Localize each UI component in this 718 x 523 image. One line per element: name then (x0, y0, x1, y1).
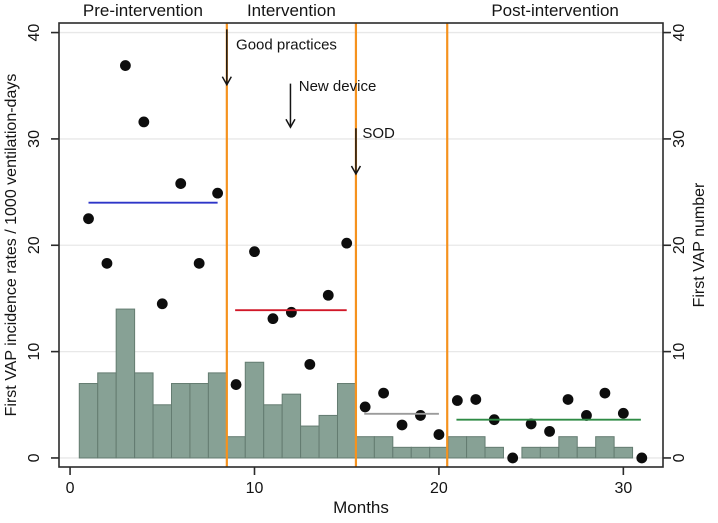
bar-month-2 (97, 372, 117, 459)
annotation-label: SOD (362, 125, 395, 142)
bar-month-6 (171, 383, 191, 459)
dot-month-21 (451, 395, 463, 406)
section-titles: Pre-intervention Intervention Post-interve… (83, 1, 619, 20)
dot-month-13 (304, 358, 316, 370)
bar-month-23 (484, 446, 504, 459)
bar-month-3 (115, 308, 136, 459)
annotation-arrowhead-icon (350, 165, 362, 176)
dot-month-4 (138, 116, 150, 128)
annotation-good-practices: Good practices (221, 29, 337, 87)
bar-month-8 (207, 372, 228, 459)
bar-month-26 (539, 446, 560, 459)
annotation-arrowhead-icon (285, 118, 296, 129)
y-left-tick-label-40: 40 (26, 24, 43, 42)
dot-month-17 (378, 387, 389, 399)
dot-month-24 (507, 452, 519, 464)
dot-month-16 (359, 401, 371, 413)
y-axis-title-right: First VAP number (691, 182, 708, 307)
bar-month-7 (189, 383, 209, 459)
y-left-tick-label-10: 10 (26, 343, 43, 361)
dot-month-15 (341, 237, 353, 249)
annotation-label: New device (299, 78, 377, 95)
y-right-tick-label-30: 30 (671, 130, 688, 148)
y-left-tick-label-20: 20 (26, 236, 43, 254)
bar-month-14 (318, 414, 338, 459)
x-tick-label-30: 30 (614, 480, 632, 497)
dot-month-25 (525, 418, 537, 430)
phase-dividers (225, 23, 449, 467)
dot-month-10 (249, 246, 260, 258)
dot-month-19 (415, 410, 426, 421)
bar-month-12 (281, 393, 302, 459)
bar-month-21 (447, 436, 468, 459)
dot-month-7 (193, 257, 205, 269)
bar-month-28 (576, 446, 597, 459)
bar-month-9 (226, 436, 246, 459)
bar-month-17 (373, 436, 394, 459)
bar-month-22 (466, 436, 486, 459)
dot-month-18 (396, 419, 408, 431)
dot-month-30 (617, 407, 629, 419)
dot-month-26 (544, 425, 555, 437)
dot-month-22 (470, 394, 482, 405)
bar-month-20 (429, 446, 449, 459)
annotation-label: Good practices (236, 37, 337, 54)
dot-month-31 (636, 452, 648, 464)
dot-month-8 (212, 187, 224, 199)
dot-month-11 (267, 313, 279, 325)
bar-month-29 (595, 436, 615, 459)
annotations: Good practices New device SOD (221, 29, 395, 176)
x-tick-label-20: 20 (430, 480, 448, 497)
y-right-tick-label-20: 20 (671, 236, 688, 254)
dot-month-3 (119, 60, 131, 71)
bar-month-18 (392, 446, 412, 459)
y-left-tick-label-0: 0 (26, 453, 43, 462)
dot-month-5 (156, 298, 168, 310)
x-tick-label-0: 0 (66, 480, 75, 497)
bar-month-11 (263, 404, 283, 459)
mean-lines (88, 201, 641, 421)
dot-month-9 (230, 379, 242, 390)
bar-month-5 (152, 404, 173, 459)
x-tick-label-10: 10 (246, 480, 264, 497)
bar-month-16 (355, 436, 375, 459)
annotation-new-device: New device (285, 78, 377, 129)
annotation-arrowhead-icon (221, 76, 232, 87)
dot-month-28 (581, 410, 592, 421)
bar-month-15 (336, 383, 357, 459)
dot-month-27 (562, 394, 574, 405)
bar-month-25 (521, 446, 541, 459)
bar-month-4 (134, 372, 154, 459)
bar-month-1 (78, 383, 99, 459)
y-right-tick-label-0: 0 (671, 453, 688, 462)
y-left-tick-label-30: 30 (26, 130, 43, 148)
bar-month-30 (613, 446, 634, 459)
y-right-tick-label-10: 10 (671, 343, 688, 361)
y-right-tick-label-40: 40 (671, 24, 688, 42)
bar-month-13 (300, 425, 320, 459)
bar-month-27 (558, 436, 578, 459)
y-axis-title-left: First VAP incidence rates / 1000 ventila… (3, 74, 20, 417)
annotation-sod: SOD (350, 125, 395, 176)
dot-month-6 (175, 178, 187, 189)
section-title-intervention: Intervention (247, 1, 336, 20)
dot-month-20 (433, 429, 445, 440)
vap-number-bars (78, 308, 634, 459)
dot-month-14 (322, 289, 334, 301)
dot-month-29 (599, 387, 611, 399)
section-title-post-intervention: Post-intervention (491, 1, 619, 20)
section-title-pre-intervention: Pre-intervention (83, 1, 203, 20)
axis-ticks: 0 10 20 30 0 10 20 30 40 0 10 20 30 40 (26, 24, 688, 497)
x-axis-title: Months (333, 498, 389, 517)
bar-month-10 (244, 361, 265, 459)
dot-month-1 (83, 213, 94, 225)
bar-month-19 (410, 446, 431, 459)
dot-month-12 (285, 306, 297, 318)
dot-month-2 (101, 257, 113, 269)
